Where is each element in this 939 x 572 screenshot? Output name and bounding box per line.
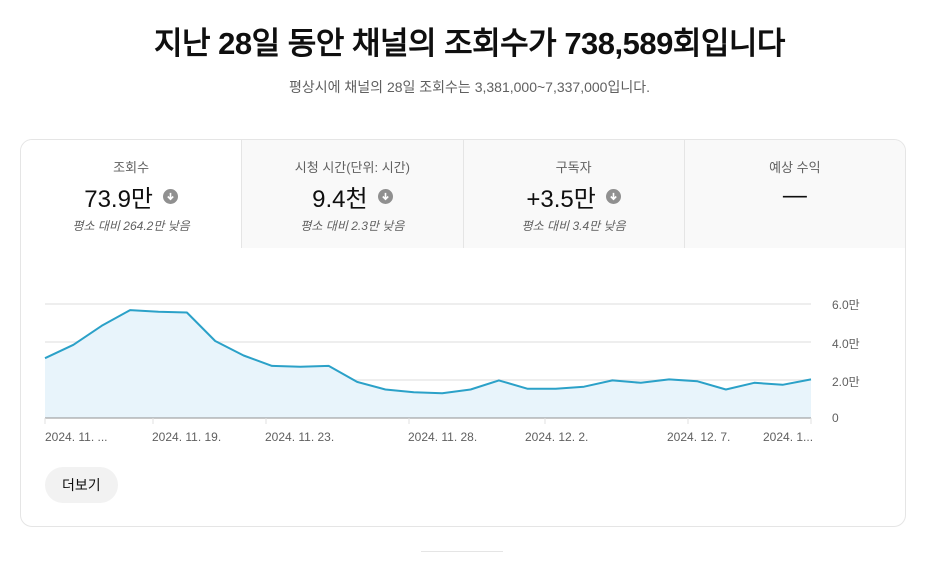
- x-tick-label: 2024. 11. 19.: [152, 430, 222, 444]
- tab-value: +3.5만: [526, 185, 596, 213]
- y-tick-label: 0: [832, 411, 839, 425]
- x-tick-label: 2024. 11. ...: [45, 430, 108, 444]
- y-tick-label: 6.0만: [832, 298, 860, 312]
- x-tick-label: 2024. 11. 28.: [408, 430, 478, 444]
- y-tick-label: 4.0만: [832, 337, 860, 351]
- x-tick-label: 2024. 12. 2.: [525, 430, 589, 444]
- arrow-down-circle-icon: [377, 188, 393, 204]
- x-tick-label: 2024. 12. 7.: [667, 430, 731, 444]
- tab-label: 예상 수익: [769, 160, 821, 175]
- tab-estimated-revenue[interactable]: 예상 수익 —: [683, 140, 905, 248]
- x-tick-label: 2024. 1...: [763, 430, 814, 444]
- arrow-down-circle-icon: [605, 188, 621, 204]
- tab-views[interactable]: 조회수 73.9만 평소 대비 264.2만 낮음: [21, 140, 242, 248]
- more-button[interactable]: 더보기: [45, 467, 118, 503]
- tab-label: 시청 시간(단위: 시간): [294, 160, 410, 175]
- y-tick-label: 2.0만: [832, 375, 860, 389]
- page-subtitle: 평상시에 채널의 28일 조회수는 3,381,000~7,337,000입니다…: [289, 79, 650, 95]
- tab-value: —: [782, 182, 807, 209]
- arrow-down-circle-icon: [163, 188, 179, 204]
- tab-watch-time[interactable]: 시청 시간(단위: 시간) 9.4천 평소 대비 2.3만 낮음: [241, 140, 463, 248]
- metric-tabs: 조회수 73.9만 평소 대비 264.2만 낮음 시청 시간(단위: 시간) …: [21, 140, 905, 248]
- tab-comparison: 평소 대비 2.3만 낮음: [300, 219, 405, 233]
- tab-subscribers[interactable]: 구독자 +3.5만 평소 대비 3.4만 낮음: [462, 140, 684, 248]
- tab-label: 구독자: [555, 160, 592, 175]
- line-chart-svg: [44, 303, 812, 424]
- tab-comparison: 평소 대비 264.2만 낮음: [72, 219, 190, 233]
- analytics-card: 조회수 73.9만 평소 대비 264.2만 낮음 시청 시간(단위: 시간) …: [20, 139, 906, 527]
- tab-label: 조회수: [113, 160, 150, 175]
- tab-value: 9.4천: [312, 185, 368, 213]
- views-chart[interactable]: 6.0만 4.0만 2.0만 0 2024. 11. ... 2024. 11.…: [21, 248, 905, 448]
- page-title: 지난 28일 동안 채널의 조회수가 738,589회입니다: [154, 26, 785, 61]
- tab-value: 73.9만: [84, 185, 154, 213]
- tab-comparison: 평소 대비 3.4만 낮음: [521, 219, 626, 233]
- x-tick-label: 2024. 11. 23.: [265, 430, 335, 444]
- divider: [421, 551, 503, 552]
